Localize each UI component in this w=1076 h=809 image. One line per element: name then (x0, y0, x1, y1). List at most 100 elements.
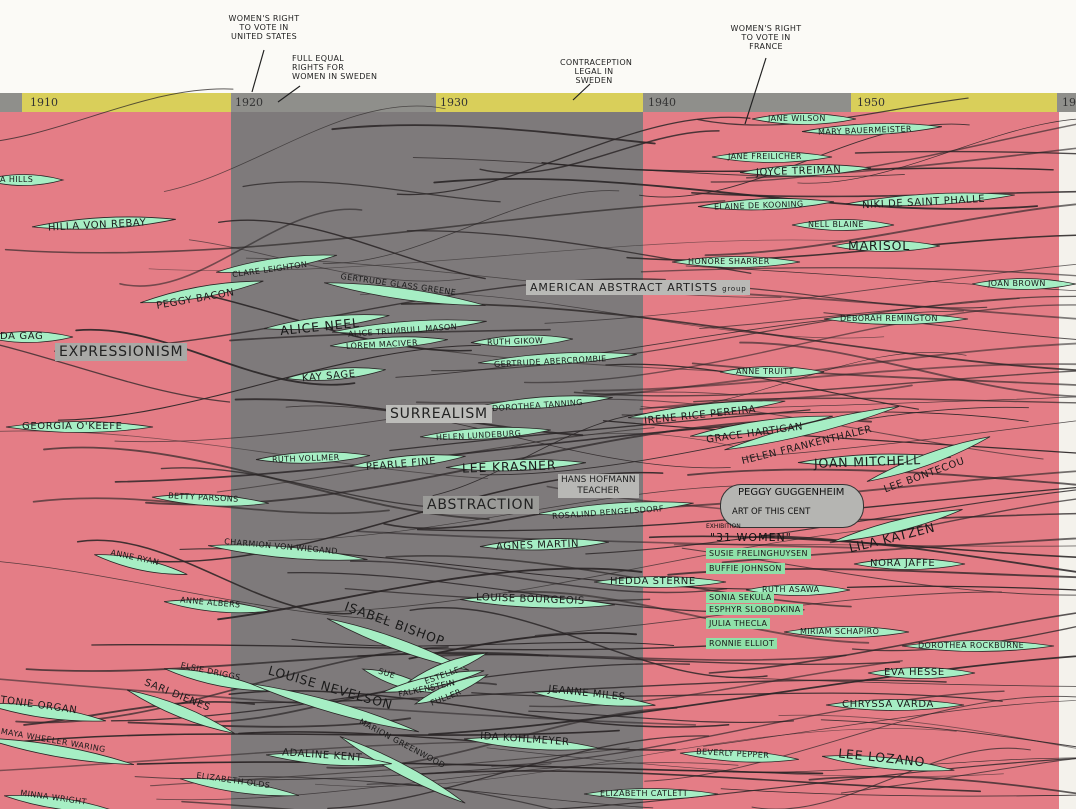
name-leaf (867, 667, 976, 679)
decade-bar-1920s (231, 93, 436, 112)
exhibition-artist: SONIA SEKULA (706, 592, 775, 603)
exhibition-artist: JULIA THECLA (706, 618, 771, 629)
life-line (511, 432, 742, 449)
name-leaf (324, 282, 486, 306)
life-line (331, 124, 656, 145)
life-line (76, 539, 353, 615)
life-line (808, 775, 1076, 795)
name-leaf (719, 366, 825, 378)
artist-name: DOROTHEA ROCKBURNE (918, 641, 1025, 650)
life-line (385, 554, 852, 608)
artist-name: MIRIAM SCHAPIRO (800, 627, 880, 636)
name-leaf (690, 415, 833, 437)
name-leaf (479, 538, 610, 551)
life-line (846, 585, 1076, 591)
group-name: AMERICAN ABSTRACT ARTISTS (530, 281, 718, 294)
name-leaf (821, 755, 955, 772)
life-line (544, 263, 1076, 324)
exhibition-artist: SUSIE FRELINGHUYSEN (706, 548, 811, 559)
life-line (778, 714, 1076, 749)
life-line (687, 468, 1076, 486)
life-line (2, 729, 620, 744)
life-line (508, 590, 870, 644)
name-leaf (477, 351, 637, 366)
life-line (181, 800, 296, 809)
life-line (23, 700, 256, 726)
name-leaf (31, 216, 176, 230)
guggenheim-gallery: ART OF THIS CENT (732, 507, 811, 517)
life-line (699, 297, 1020, 330)
life-line (433, 177, 1039, 210)
life-line (644, 695, 1076, 782)
decade-bar-1940s (643, 93, 851, 112)
movement-surrealism: SURREALISM (386, 405, 492, 423)
group-american-abstract-artists: AMERICAN ABSTRACT ARTISTS group (526, 280, 751, 295)
life-line (691, 190, 1076, 198)
guggenheim-bubble (720, 484, 864, 528)
teacher-role: TEACHER (577, 486, 620, 496)
decade-bar-1950s (851, 93, 1057, 112)
life-line (57, 344, 482, 421)
guggenheim-name: PEGGY GUGGENHEIM (738, 487, 845, 498)
name-leaf (126, 689, 235, 734)
name-leaf (832, 509, 963, 543)
life-line (0, 430, 489, 479)
life-line (393, 343, 770, 374)
artist-name: HEDDA STERNE (610, 576, 696, 587)
life-line (396, 116, 751, 196)
life-line (0, 740, 543, 772)
life-line (602, 420, 1076, 454)
year-1920: 1920 (235, 96, 263, 109)
life-line (797, 118, 1076, 184)
life-line (245, 257, 782, 298)
artist-name: HONORE SHARRER (688, 257, 770, 266)
annotation-contraception: CONTRACEPTION LEGAL IN SWEDEN (560, 58, 633, 85)
life-line (710, 123, 1076, 183)
name-leaf (825, 699, 965, 711)
life-line (322, 190, 620, 264)
name-leaf (329, 336, 448, 350)
group-suffix: group (722, 285, 747, 293)
annotation-vote-france: WOMEN'S RIGHT TO VOTE IN FRANCE (730, 24, 802, 51)
life-line (820, 719, 1076, 748)
life-line (739, 341, 1076, 398)
life-line (136, 761, 824, 775)
artist-name: EVA HESSE (884, 667, 945, 678)
artist-name: JOAN BROWN (988, 279, 1046, 288)
artist-name: NORA JAFFE (870, 558, 936, 569)
life-line (605, 363, 919, 410)
name-leaf (751, 113, 857, 125)
life-line (648, 535, 1076, 559)
life-line (327, 735, 710, 809)
artist-name: JOAN MITCHELL (813, 452, 922, 471)
life-line (673, 543, 1076, 547)
life-line (242, 181, 501, 203)
name-leaf (627, 400, 786, 419)
name-leaf (791, 219, 895, 231)
name-leaf (679, 749, 799, 763)
annotation-sweden-rights: FULL EQUAL RIGHTS FOR WOMEN IN SWEDEN (292, 54, 378, 81)
name-leaf (971, 278, 1076, 290)
life-line (685, 265, 1076, 292)
name-leaf (349, 454, 466, 469)
name-leaf (901, 640, 1055, 652)
life-line (0, 88, 234, 142)
life-line (720, 788, 1076, 797)
life-line (640, 266, 1076, 277)
name-leaf (739, 164, 872, 177)
name-leaf (724, 405, 900, 451)
life-line (160, 467, 453, 509)
name-leaf (671, 256, 801, 268)
name-leaf (845, 192, 1015, 207)
life-line (840, 757, 1076, 794)
name-leaf (419, 426, 551, 440)
name-leaf (797, 453, 951, 467)
name-leaf (470, 334, 574, 347)
name-leaf (180, 778, 300, 797)
life-line (639, 384, 913, 410)
name-leaf (382, 670, 485, 693)
name-leaf (445, 458, 587, 472)
name-leaf (285, 367, 386, 381)
life-line (323, 525, 907, 613)
teacher-hofmann: HANS HOFMANN TEACHER (558, 474, 639, 498)
